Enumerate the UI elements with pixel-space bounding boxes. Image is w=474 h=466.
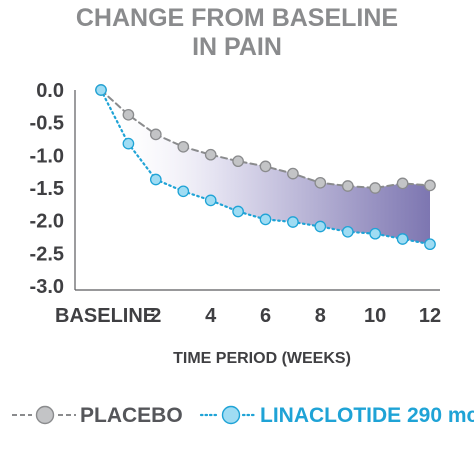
data-point-linaclotide [341,225,354,238]
legend-placebo-marker [35,405,55,425]
chart-title-line-1: CHANGE FROM BASELINE [76,4,398,32]
y-tick-label: -3.0 [30,276,64,298]
y-tick-label: -1.0 [30,145,64,167]
series-layer [95,84,436,251]
x-tick-label: 10 [364,305,386,327]
data-point-linaclotide [177,185,190,198]
x-tick-label: 12 [419,305,441,327]
legend-item-linaclotide: LINACLOTIDE 290 mcg [199,404,474,427]
data-point-placebo [232,155,244,168]
data-point-linaclotide [396,233,409,245]
x-tick-label: 4 [205,305,217,327]
x-tick-label: BASELINE [55,305,156,327]
data-point-linaclotide [122,137,135,150]
y-tick-label: -2.5 [30,243,64,265]
data-point-linaclotide [95,84,107,96]
legend-linaclotide-marker [221,405,241,425]
x-axis-label: TIME PERIOD (WEEKS) [173,350,351,367]
data-point-placebo [424,179,436,192]
data-point-linaclotide [149,173,162,186]
legend-linaclotide-label: LINACLOTIDE 290 mcg [260,404,474,427]
x-tick-label: 8 [315,305,326,327]
y-tick-label: 0.0 [36,80,64,102]
data-point-linaclotide [287,216,299,228]
data-point-placebo [149,128,162,141]
data-point-linaclotide [424,238,436,251]
data-point-placebo [177,140,190,153]
data-point-placebo [341,180,354,192]
data-point-placebo [314,176,327,189]
data-point-linaclotide [204,194,217,207]
data-point-linaclotide [232,205,244,218]
data-point-placebo [204,148,217,161]
chart-title-line-2: IN PAIN [192,33,282,61]
data-point-placebo [396,177,409,190]
data-point-linaclotide [259,213,272,226]
legend-placebo-label: PLACEBO [80,404,183,427]
data-point-linaclotide [369,227,382,240]
data-point-placebo [369,182,382,194]
x-tick-label: 2 [150,305,161,327]
y-tick-label: -2.0 [30,211,64,233]
data-point-placebo [287,167,299,180]
x-tick-label: 6 [260,305,271,327]
legend: PLACEBO LINACLOTIDE 290 mcg [12,404,474,427]
data-point-placebo [122,108,135,121]
y-tick-label: -1.5 [30,178,64,200]
y-tick-labels: 0.0 -0.5 -1.0 -1.5 -2.0 -2.5 -3.0 [30,80,64,298]
data-point-linaclotide [314,220,327,233]
data-point-placebo [259,160,272,173]
legend-item-placebo: PLACEBO [12,404,183,427]
y-tick-label: -0.5 [30,113,64,135]
